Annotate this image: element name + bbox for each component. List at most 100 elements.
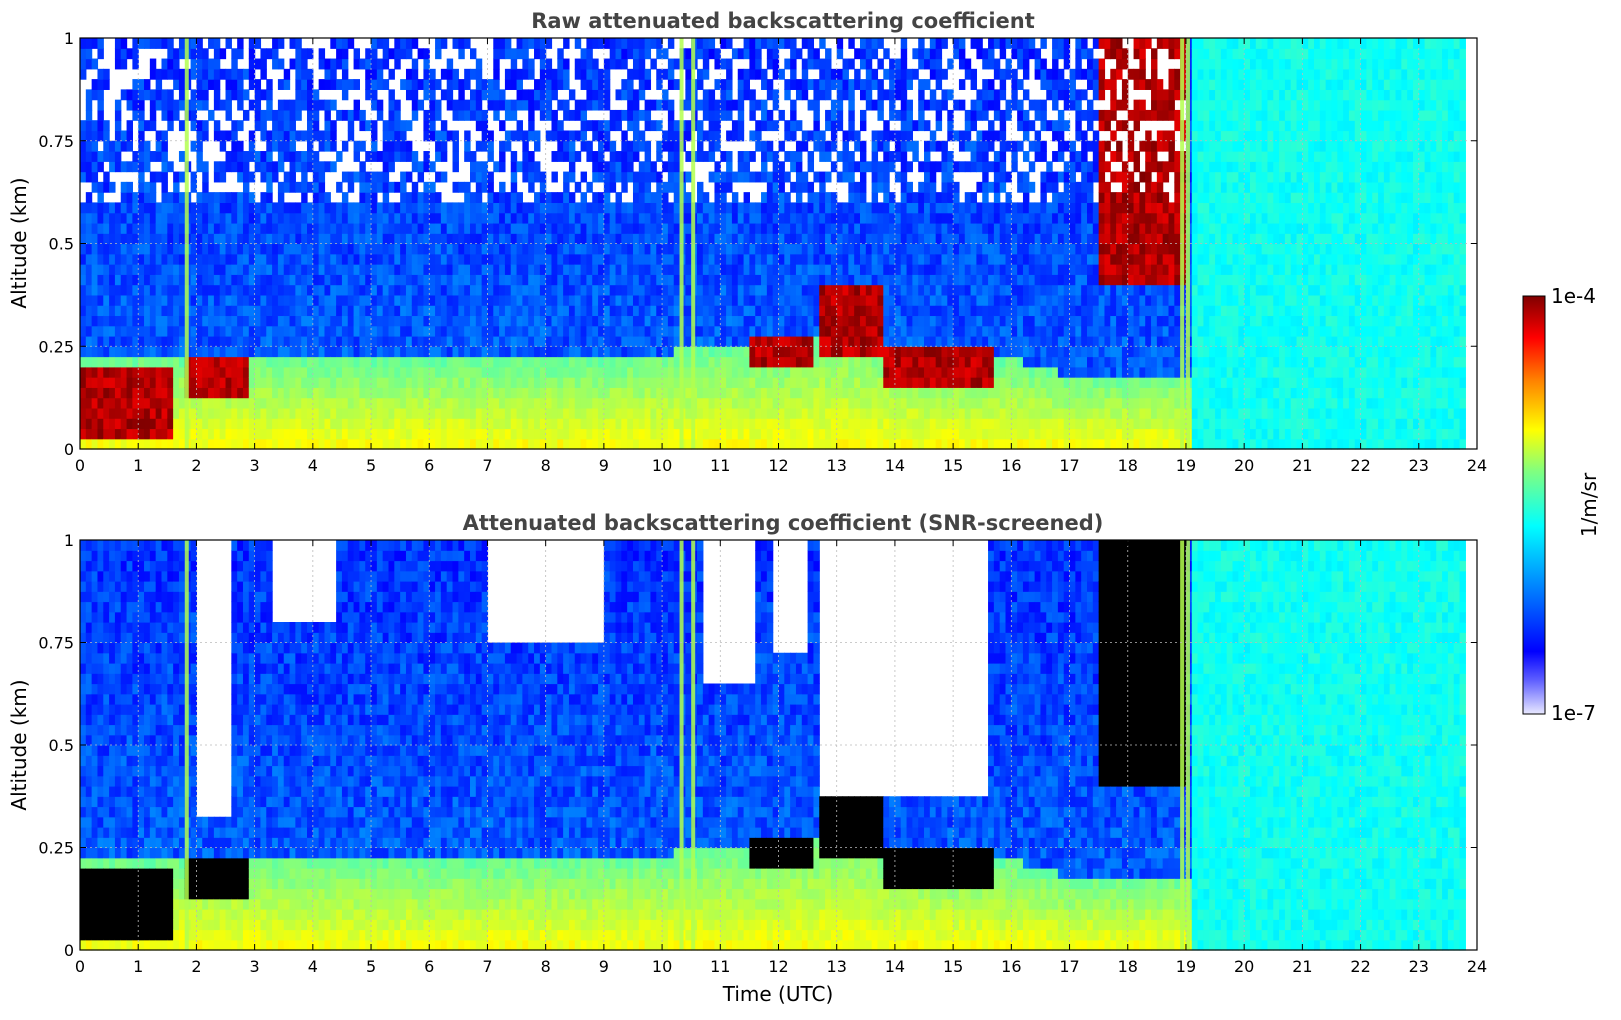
heatmap-cell bbox=[290, 305, 296, 316]
heatmap-cell bbox=[872, 244, 878, 255]
heatmap-cell bbox=[697, 398, 703, 409]
heatmap-cell bbox=[342, 59, 348, 70]
heatmap-cell bbox=[196, 233, 202, 244]
heatmap-cell bbox=[779, 398, 785, 409]
heatmap-cell bbox=[639, 223, 645, 234]
heatmap-cell bbox=[412, 38, 418, 49]
heatmap-cell bbox=[406, 439, 412, 450]
heatmap-cell bbox=[429, 377, 435, 388]
heatmap-cell bbox=[697, 38, 703, 49]
heatmap-cell bbox=[569, 315, 575, 326]
heatmap-cell bbox=[767, 408, 773, 419]
heatmap-cell bbox=[639, 79, 645, 90]
heatmap-cell bbox=[522, 305, 528, 316]
heatmap-cell bbox=[301, 151, 307, 162]
heatmap-cell bbox=[796, 213, 802, 224]
heatmap-cell bbox=[330, 202, 336, 213]
heatmap-cell bbox=[313, 130, 319, 141]
heatmap-cell bbox=[453, 151, 459, 162]
heatmap-cell bbox=[883, 192, 889, 203]
heatmap-cell bbox=[581, 305, 587, 316]
heatmap-cell bbox=[400, 233, 406, 244]
heatmap-cell bbox=[115, 418, 121, 429]
heatmap-cell bbox=[848, 346, 854, 357]
heatmap-cell bbox=[633, 387, 639, 398]
heatmap-cell bbox=[220, 202, 226, 213]
heatmap-cell bbox=[709, 244, 715, 255]
heatmap-cell bbox=[476, 192, 482, 203]
heatmap-cell bbox=[517, 346, 523, 357]
heatmap-cell bbox=[813, 89, 819, 100]
heatmap-cell bbox=[528, 254, 534, 265]
heatmap-cell bbox=[866, 305, 872, 316]
heatmap-cell bbox=[109, 326, 115, 337]
heatmap-cell bbox=[121, 89, 127, 100]
heatmap-cell bbox=[633, 244, 639, 255]
heatmap-cell bbox=[604, 172, 610, 183]
heatmap-cell bbox=[767, 254, 773, 265]
heatmap-cell bbox=[854, 398, 860, 409]
heatmap-cell bbox=[92, 202, 98, 213]
heatmap-cell bbox=[860, 223, 866, 234]
heatmap-cell bbox=[109, 274, 115, 285]
heatmap-cell bbox=[697, 213, 703, 224]
heatmap-cell bbox=[144, 326, 150, 337]
heatmap-cell bbox=[744, 346, 750, 357]
heatmap-cell bbox=[470, 110, 476, 121]
heatmap-cell bbox=[546, 428, 552, 439]
heatmap-cell bbox=[284, 151, 290, 162]
heatmap-cell bbox=[156, 172, 162, 183]
heatmap-cell bbox=[365, 346, 371, 357]
heatmap-cell bbox=[860, 141, 866, 152]
heatmap-cell bbox=[522, 428, 528, 439]
heatmap-cell bbox=[575, 336, 581, 347]
heatmap-cell bbox=[226, 305, 232, 316]
heatmap-cell bbox=[97, 79, 103, 90]
heatmap-cell bbox=[371, 326, 377, 337]
heatmap-cell bbox=[412, 285, 418, 296]
heatmap-cell bbox=[109, 439, 115, 450]
heatmap-cell bbox=[825, 346, 831, 357]
heatmap-cell bbox=[348, 326, 354, 337]
heatmap-cell bbox=[557, 408, 563, 419]
heatmap-cell bbox=[97, 336, 103, 347]
heatmap-cell bbox=[307, 346, 313, 357]
heatmap-cell bbox=[511, 418, 517, 429]
heatmap-cell bbox=[86, 192, 92, 203]
heatmap-cell bbox=[662, 315, 668, 326]
heatmap-cell bbox=[418, 285, 424, 296]
heatmap-cell bbox=[604, 274, 610, 285]
heatmap-cell bbox=[610, 418, 616, 429]
heatmap-cell bbox=[214, 192, 220, 203]
heatmap-cell bbox=[499, 38, 505, 49]
heatmap-cell bbox=[324, 398, 330, 409]
heatmap-cell bbox=[621, 285, 627, 296]
heatmap-cell bbox=[726, 336, 732, 347]
heatmap-cell bbox=[761, 151, 767, 162]
heatmap-cell bbox=[511, 213, 517, 224]
heatmap-cell bbox=[383, 367, 389, 378]
heatmap-cell bbox=[627, 285, 633, 296]
heatmap-cell bbox=[121, 377, 127, 388]
heatmap-cell bbox=[843, 69, 849, 80]
heatmap-cell bbox=[720, 418, 726, 429]
heatmap-cell bbox=[237, 38, 243, 49]
heatmap-cell bbox=[354, 79, 360, 90]
heatmap-cell bbox=[121, 295, 127, 306]
heatmap-cell bbox=[412, 264, 418, 275]
heatmap-cell bbox=[860, 439, 866, 450]
heatmap-cell bbox=[522, 141, 528, 152]
heatmap-cell bbox=[674, 192, 680, 203]
heatmap-cell bbox=[400, 172, 406, 183]
heatmap-cell bbox=[371, 130, 377, 141]
heatmap-cell bbox=[208, 285, 214, 296]
heatmap-cell bbox=[295, 377, 301, 388]
heatmap-cell bbox=[575, 408, 581, 419]
heatmap-cell bbox=[92, 387, 98, 398]
heatmap-cell bbox=[226, 79, 232, 90]
heatmap-cell bbox=[243, 326, 249, 337]
heatmap-cell bbox=[854, 439, 860, 450]
heatmap-cell bbox=[191, 336, 197, 347]
heatmap-cell bbox=[423, 151, 429, 162]
heatmap-cell bbox=[487, 100, 493, 111]
